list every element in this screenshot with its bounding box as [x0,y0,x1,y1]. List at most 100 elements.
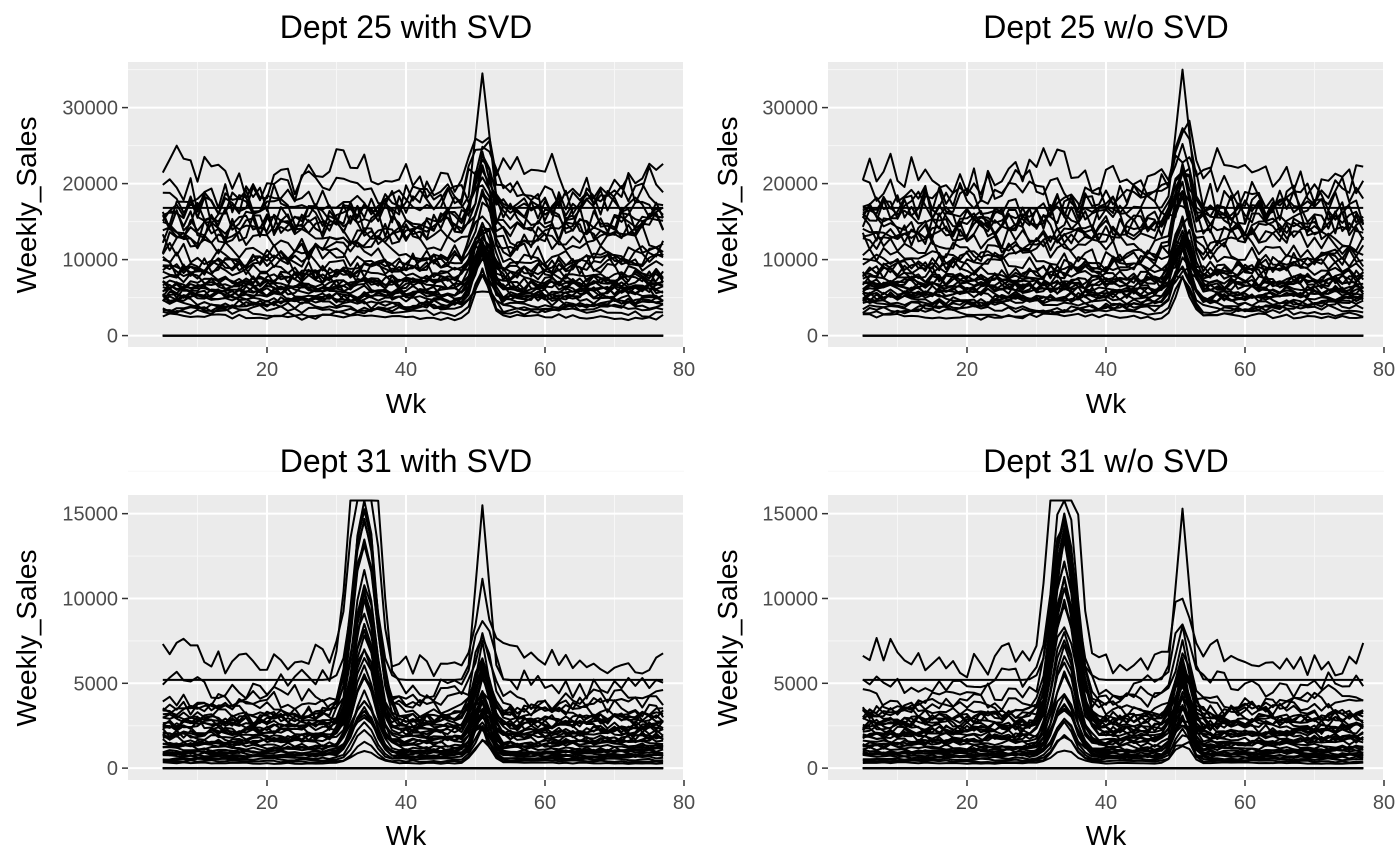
y-tick-label: 0 [107,758,118,780]
x-axis-ticks: 20 40 60 80 [256,780,695,814]
x-tick-label: 20 [256,359,278,381]
panel-dept25-without-svd: 0 10000 20000 30000 20 40 60 80 Dept 25 w/o SV… [712,9,1395,419]
x-tick-label: 60 [534,359,556,381]
series-line-peak [862,507,1364,681]
x-tick-label: 20 [956,792,978,814]
y-tick-label: 10000 [62,250,118,272]
series-line [862,727,1364,762]
series-line [862,127,1364,220]
series-line [162,229,664,282]
series-line [861,587,1364,733]
series-line [862,265,1364,313]
y-tick-label: 10000 [762,250,818,272]
y-tick-label: 15000 [62,504,118,526]
x-axis-ticks: 20 40 60 80 [256,347,695,381]
y-tick-label: 10000 [762,588,818,610]
series-line-peak [862,68,1364,209]
series-line [862,204,1364,274]
series-line [162,250,664,311]
y-axis-ticks: 0 10000 20000 30000 [62,98,128,348]
series-line [862,275,1364,321]
series-line [162,226,664,278]
series-line [862,162,1364,234]
series-line [862,276,1364,318]
y-axis-ticks: 0 5000 10000 15000 [62,504,128,780]
series-line [162,239,664,297]
series-lines [161,72,665,337]
y-tick-label: 5000 [774,673,819,695]
series-line [862,603,1364,743]
series-line [162,612,664,740]
series-line [862,499,1365,679]
x-axis-title: Wk [386,388,427,419]
series-line [861,170,1364,244]
series-line [862,143,1365,231]
y-tick-label: 30000 [62,98,118,120]
y-tick-label: 0 [107,326,118,348]
y-tick-label: 0 [807,758,818,780]
series-line [162,538,664,717]
series-line-peak [162,72,664,209]
x-axis-ticks: 20 40 60 80 [956,780,1395,814]
series-line [862,537,1364,716]
series-line [162,257,664,307]
series-line [162,738,664,765]
y-tick-label: 0 [807,326,818,348]
y-axis-ticks: 0 10000 20000 30000 [762,98,828,348]
x-axis-ticks: 20 40 60 80 [956,347,1395,381]
series-lines [861,68,1365,337]
panel-dept31-with-svd: 0 5000 10000 15000 20 40 60 80 Dept 31 with SV… [11,443,695,851]
x-tick-label: 20 [256,792,278,814]
series-lines [861,499,1365,770]
y-tick-label: 20000 [762,174,818,196]
series-line [862,538,1364,720]
y-axis-ticks: 0 5000 10000 15000 [762,504,828,780]
y-axis-title: Weekly_Sales [11,550,42,727]
series-line [162,721,664,761]
series-lines [161,499,664,770]
y-tick-label: 20000 [62,174,118,196]
series-line [162,237,664,287]
panel-dept25-with-svd: 0 10000 20000 30000 20 40 60 80 Dept 25 with S… [11,9,695,419]
x-tick-label: 80 [673,359,695,381]
x-axis-title: Wk [1086,820,1127,851]
x-tick-label: 40 [395,792,417,814]
panel-dept31-without-svd: 0 5000 10000 15000 20 40 60 80 Dept 31 w/o SVD… [712,443,1395,851]
series-line [162,188,664,249]
series-line [861,119,1365,206]
series-line [162,739,664,764]
x-tick-label: 20 [956,359,978,381]
series-line [862,239,1364,288]
series-line [862,235,1364,294]
series-line-peak [162,504,664,681]
y-axis-title: Weekly_Sales [712,117,743,294]
series-line [162,139,664,216]
series-line [862,218,1364,281]
y-tick-label: 10000 [62,588,118,610]
x-tick-label: 40 [1095,792,1117,814]
series-line [162,499,664,721]
x-axis-title: Wk [386,820,427,851]
series-line [862,512,1364,723]
series-line [862,267,1364,306]
series-line [862,190,1364,250]
series-line [162,269,664,318]
series-line [862,164,1365,252]
series-line [162,542,664,711]
x-tick-label: 60 [1234,359,1256,381]
series-line [862,734,1364,764]
y-tick-label: 5000 [74,673,119,695]
x-tick-label: 40 [1095,359,1117,381]
x-tick-label: 60 [1234,792,1256,814]
y-tick-label: 30000 [762,98,818,120]
series-line [161,184,664,250]
y-axis-title: Weekly_Sales [712,550,743,727]
series-line [862,195,1365,263]
panel-title: Dept 31 w/o SVD [983,443,1228,479]
y-tick-label: 15000 [762,504,818,526]
series-line [161,193,664,256]
series-line [162,710,664,759]
x-tick-label: 80 [1373,359,1395,381]
series-line [162,243,664,295]
x-tick-label: 40 [395,359,417,381]
